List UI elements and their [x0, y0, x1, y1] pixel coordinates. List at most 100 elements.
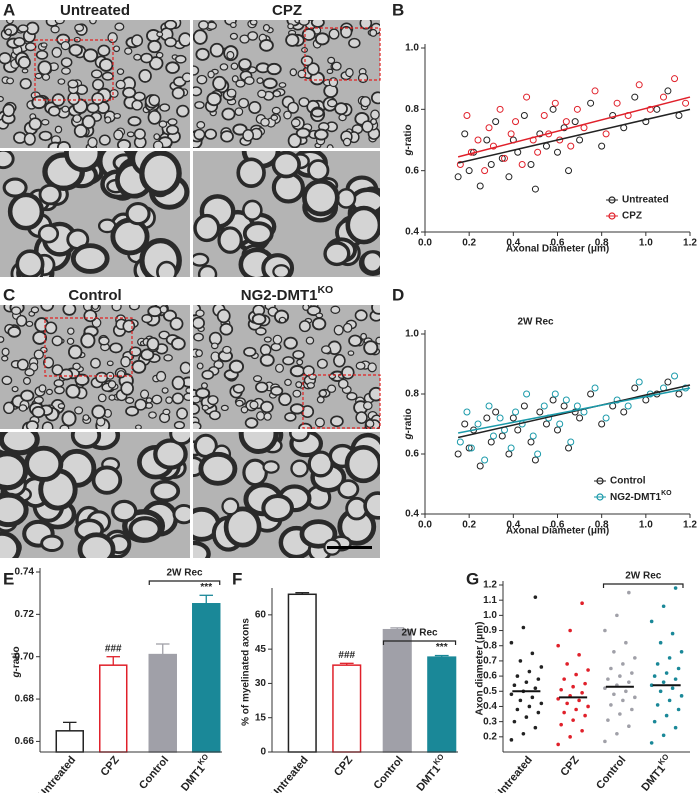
text-part: KO: [317, 284, 333, 296]
axon: [129, 305, 140, 311]
dot: [630, 671, 634, 675]
point: [487, 438, 495, 446]
axon: [242, 199, 263, 221]
micrograph-label: CPZ: [272, 2, 302, 19]
point: [531, 185, 539, 193]
y-tick-label: 0.4: [483, 701, 497, 712]
point: [573, 402, 581, 410]
dot: [533, 686, 538, 691]
axon: [148, 94, 161, 107]
axon: [282, 356, 295, 366]
annotation: ***: [200, 582, 212, 593]
dot: [509, 692, 514, 697]
axon: [148, 56, 164, 71]
axon: [28, 117, 42, 131]
axon: [60, 41, 71, 51]
axon: [1, 347, 10, 357]
point: [653, 105, 661, 113]
point: [496, 105, 504, 113]
axon: [333, 353, 346, 368]
dot: [539, 665, 544, 669]
axon: [1, 375, 13, 386]
inset-box: [304, 27, 381, 81]
dot: [676, 707, 681, 712]
axon: [176, 407, 189, 420]
axon: [185, 387, 190, 394]
axon: [330, 305, 341, 314]
axon: [0, 52, 12, 65]
axon: [361, 250, 380, 274]
axon: [171, 337, 186, 351]
axon: [53, 379, 65, 388]
y-tick-label: 0.6: [405, 449, 419, 460]
micrographs: [0, 20, 381, 558]
axon: [172, 503, 190, 525]
axon: [272, 90, 281, 98]
axon: [0, 492, 29, 528]
axon: [43, 356, 55, 369]
panel-letter: F: [232, 569, 242, 588]
point: [456, 161, 464, 169]
scale-bar: [327, 546, 372, 549]
axon: [0, 432, 40, 456]
dot: [627, 590, 631, 595]
dot: [571, 684, 575, 689]
axon: [365, 419, 375, 429]
axon: [54, 20, 65, 25]
point: [549, 105, 557, 113]
point: [554, 426, 561, 434]
axon: [311, 317, 327, 331]
y-tick-label: 15: [255, 712, 267, 723]
point: [520, 402, 528, 410]
axon: [165, 61, 180, 74]
x-axis-label: Axonal Diameter (μm): [506, 244, 609, 255]
axon: [91, 465, 123, 495]
axon: [300, 55, 314, 67]
axon: [298, 320, 311, 333]
y-tick-label: 0.9: [483, 625, 497, 636]
bracket-label: 2W Rec: [625, 571, 662, 582]
y-tick-label: 0: [260, 747, 266, 758]
axon: [51, 364, 64, 376]
axon: [38, 130, 53, 142]
dot: [658, 689, 663, 694]
dot: [664, 671, 669, 675]
panel-letter: C: [3, 285, 15, 304]
y-tick-label: 1.1: [483, 595, 497, 606]
dot: [556, 697, 560, 701]
axon: [296, 358, 304, 366]
axon: [125, 396, 135, 404]
dot: [559, 722, 563, 727]
axon: [68, 344, 83, 360]
dot: [667, 698, 672, 703]
axon: [74, 23, 85, 32]
axon: [209, 42, 225, 58]
axon: [259, 353, 275, 367]
dot: [580, 728, 584, 733]
axon: [262, 77, 278, 90]
axon: [89, 20, 97, 25]
y-tick-label: 0.4: [405, 227, 419, 238]
axon: [107, 32, 118, 44]
x-tick-label: CPZ: [558, 754, 582, 779]
point: [529, 432, 537, 440]
axon: [30, 306, 40, 314]
y-tick-label: 0.68: [15, 694, 35, 705]
axon: [238, 58, 252, 71]
point: [551, 99, 559, 107]
axon: [90, 69, 103, 79]
axon: [289, 364, 306, 378]
axon: [213, 360, 224, 370]
dot: [673, 725, 678, 730]
axon: [23, 376, 31, 385]
axon: [196, 121, 206, 129]
axon: [140, 52, 153, 64]
axon: [70, 243, 110, 274]
point: [483, 136, 491, 144]
point: [598, 420, 606, 428]
dot: [673, 586, 678, 590]
dot: [627, 680, 631, 684]
x-tick-label: 0.0: [418, 520, 432, 531]
micrograph: [193, 151, 380, 277]
axon: [242, 129, 255, 142]
